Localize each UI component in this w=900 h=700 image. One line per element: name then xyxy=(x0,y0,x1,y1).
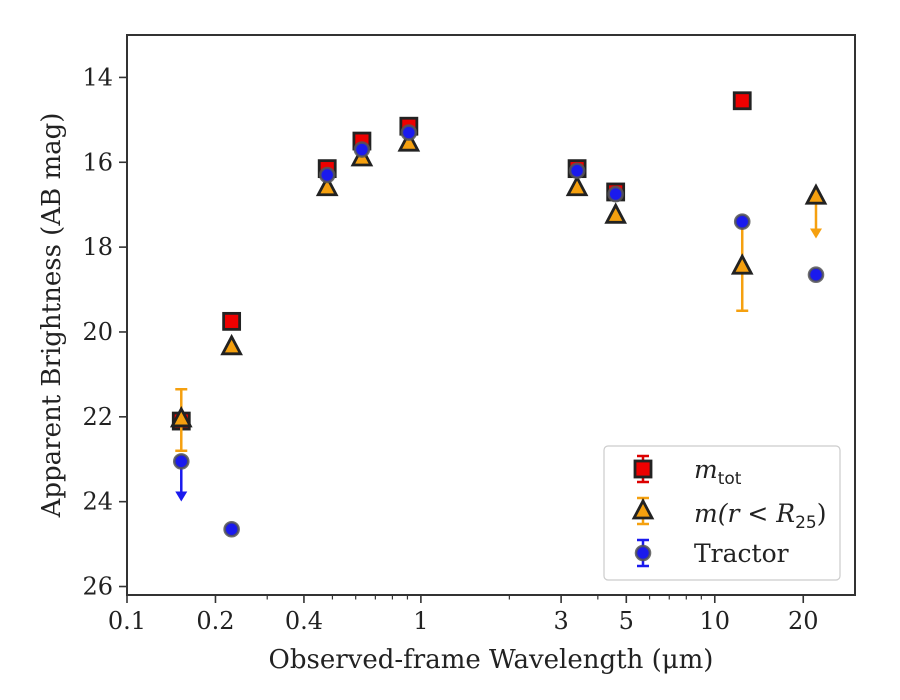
x-tick-label: 5 xyxy=(619,607,634,635)
circle-point xyxy=(318,166,336,184)
legend-circle-marker xyxy=(634,544,652,562)
triangle-point xyxy=(730,253,754,275)
triangle-point xyxy=(804,183,828,205)
x-tick-label: 0.1 xyxy=(108,607,146,635)
circle-point xyxy=(607,185,624,203)
x-axis-label: Observed-frame Wavelength (μm) xyxy=(269,645,714,675)
legend-box xyxy=(603,445,841,581)
circle-point xyxy=(172,453,190,470)
legend-label-tractor: Tractor xyxy=(694,539,789,568)
y-tick-label: 24 xyxy=(82,488,113,516)
triangle-point xyxy=(169,405,193,428)
circle-point xyxy=(223,520,240,538)
legend-label-mtot: mtot xyxy=(694,455,742,489)
square-point xyxy=(732,91,752,111)
x-tick-label: 0.2 xyxy=(196,607,234,635)
y-axis-label: Apparent Brightness (AB mag) xyxy=(37,113,67,519)
data-marks xyxy=(169,91,828,538)
x-tick-label: 20 xyxy=(788,607,819,635)
triangle-point xyxy=(565,174,589,197)
circle-point xyxy=(733,213,751,230)
triangle-point xyxy=(604,202,627,224)
triangle-point xyxy=(315,174,339,197)
triangle-point xyxy=(220,333,243,356)
triangle-point xyxy=(397,130,421,152)
x-axis-ticks: 0.1 0.2 0.4 1 3 5 10 20 xyxy=(108,595,819,635)
legend-square-marker xyxy=(633,459,653,479)
y-tick-label: 14 xyxy=(82,63,113,91)
legend-triangle-marker xyxy=(631,498,655,520)
y-tick-label: 16 xyxy=(82,148,113,176)
legend-label-mr25: m(r < R25) xyxy=(694,499,826,533)
circle-point xyxy=(400,124,418,141)
x-tick-label: 1 xyxy=(413,607,428,635)
x-tick-label: 0.4 xyxy=(285,607,323,635)
circle-point xyxy=(807,266,825,283)
circle-limit-arrowhead xyxy=(175,491,188,502)
y-tick-label: 20 xyxy=(82,318,113,346)
circle-point xyxy=(568,162,586,180)
series-circle xyxy=(172,124,825,538)
circle-point xyxy=(353,141,371,158)
x-tick-label: 3 xyxy=(553,607,568,635)
legend-markers xyxy=(631,454,655,568)
square-point xyxy=(222,311,242,331)
triangle-limit-arrowhead xyxy=(809,228,822,239)
legend: mtot m(r < R25) Tractor xyxy=(603,445,841,581)
y-tick-label: 26 xyxy=(82,573,113,601)
y-tick-label: 22 xyxy=(82,403,113,431)
y-tick-label: 18 xyxy=(82,233,113,261)
x-tick-label: 10 xyxy=(700,607,731,635)
y-axis-ticks: 14 16 18 20 22 24 26 xyxy=(82,63,127,601)
